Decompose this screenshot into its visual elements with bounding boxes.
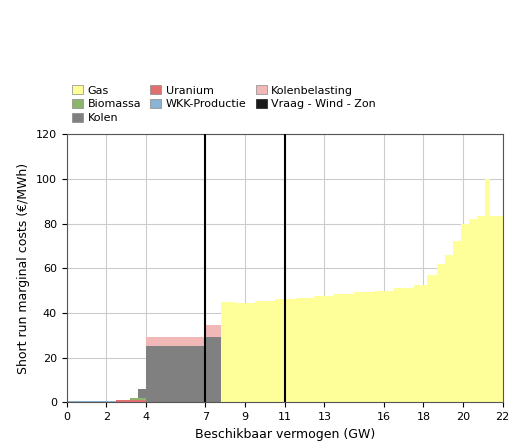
Bar [413,285,427,402]
Bar [469,219,477,402]
Bar [116,400,130,402]
Bar [314,296,334,402]
Bar [461,224,469,402]
Bar [445,255,453,402]
Bar [485,179,490,402]
Bar [275,299,294,402]
Bar [130,400,138,402]
Bar [146,337,205,346]
Bar [427,275,437,402]
Bar [354,292,374,402]
Bar [453,241,461,402]
Bar [221,302,235,402]
Bar [205,337,221,402]
Bar [437,264,445,402]
Bar [394,288,413,402]
Bar [67,401,116,402]
Y-axis label: Short run marginal costs (€/MWh): Short run marginal costs (€/MWh) [17,163,30,374]
Bar [205,325,221,337]
Bar [255,301,275,402]
X-axis label: Beschikbaar vermogen (GW): Beschikbaar vermogen (GW) [194,428,375,441]
Bar [146,346,205,402]
Bar [138,389,146,398]
Bar [235,303,255,402]
Bar [130,398,138,400]
Bar [374,291,393,402]
Bar [490,216,503,402]
Legend: Gas, Biomassa, Kolen, Uranium, WKK-Productie, Kolenbelasting, Vraag - Wind - Zon: Gas, Biomassa, Kolen, Uranium, WKK-Produ… [72,85,376,123]
Bar [477,216,485,402]
Bar [138,400,146,402]
Bar [294,299,314,402]
Bar [334,294,354,402]
Bar [138,398,146,400]
